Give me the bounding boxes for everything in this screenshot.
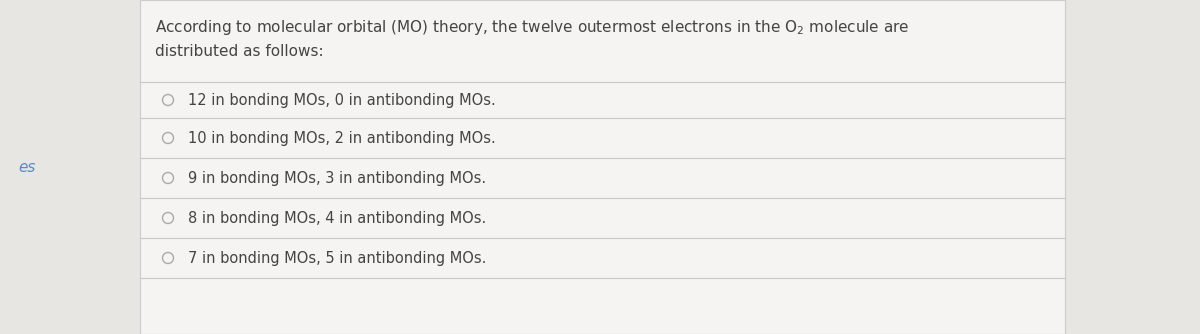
Text: distributed as follows:: distributed as follows:: [155, 44, 324, 59]
Text: 9 in bonding MOs, 3 in antibonding MOs.: 9 in bonding MOs, 3 in antibonding MOs.: [188, 170, 486, 185]
Text: 10 in bonding MOs, 2 in antibonding MOs.: 10 in bonding MOs, 2 in antibonding MOs.: [188, 131, 496, 146]
Text: 12 in bonding MOs, 0 in antibonding MOs.: 12 in bonding MOs, 0 in antibonding MOs.: [188, 93, 496, 108]
Text: 7 in bonding MOs, 5 in antibonding MOs.: 7 in bonding MOs, 5 in antibonding MOs.: [188, 250, 486, 266]
Text: According to molecular orbital (MO) theory, the twelve outermost electrons in th: According to molecular orbital (MO) theo…: [155, 18, 910, 37]
FancyBboxPatch shape: [140, 0, 1066, 334]
Text: es: es: [18, 160, 35, 174]
Text: 8 in bonding MOs, 4 in antibonding MOs.: 8 in bonding MOs, 4 in antibonding MOs.: [188, 210, 486, 225]
